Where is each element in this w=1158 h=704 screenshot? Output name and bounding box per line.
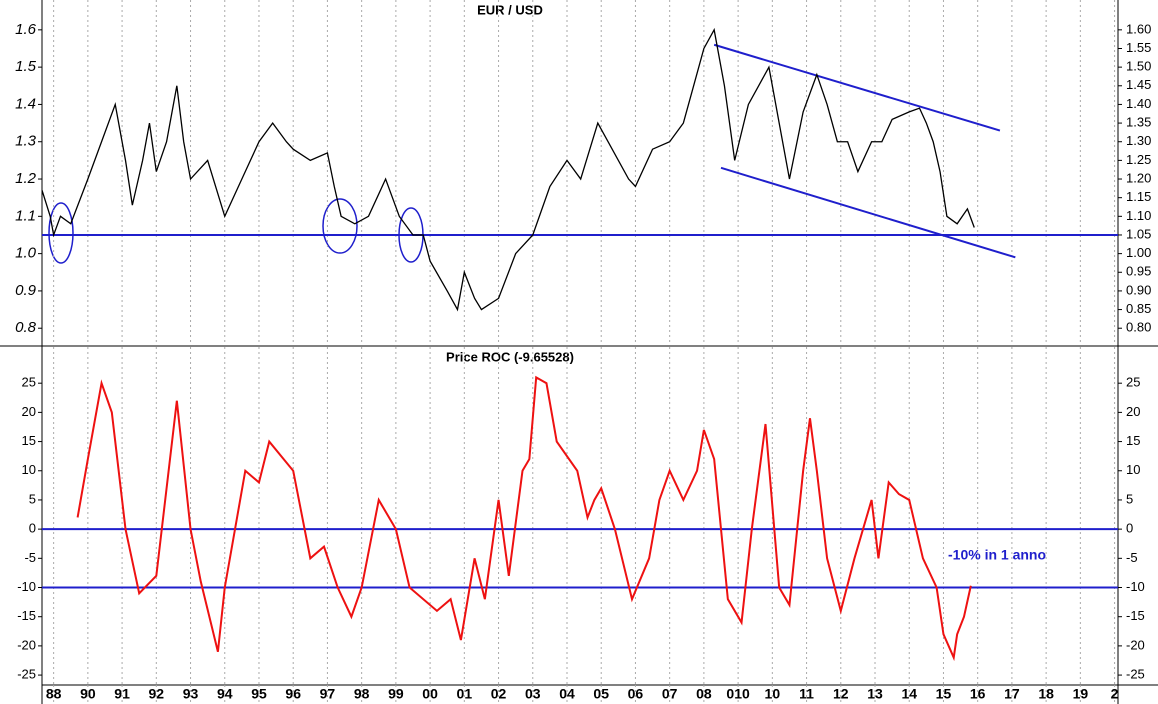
y2-tick-label: 1.00 (1126, 245, 1151, 260)
x-tick-label: 14 (901, 686, 917, 702)
x-tick-label: 90 (80, 686, 96, 702)
highlight-circle (48, 202, 74, 264)
y-tick-label: 0.8 (15, 319, 37, 336)
x-tick-label: 03 (525, 686, 541, 702)
x-tick-label: 93 (183, 686, 199, 702)
x-tick-label: 17 (1004, 686, 1020, 702)
x-tick-label: 06 (628, 686, 644, 702)
x-tick-label: 00 (422, 686, 438, 702)
data-line (76, 375, 972, 662)
x-tick-label: 94 (217, 686, 233, 702)
y-tick-label: 5 (29, 491, 36, 506)
x-tick-label: 02 (491, 686, 507, 702)
x-tick-label: 91 (114, 686, 130, 702)
trend-line (720, 166, 1016, 259)
highlight-circle (322, 198, 358, 254)
x-tick-label: 08 (696, 686, 712, 702)
y2-tick-label: 1.60 (1126, 21, 1151, 36)
x-tick-label: 11 (799, 686, 814, 702)
y-tick-label: 20 (22, 404, 36, 419)
y2-tick-label: -5 (1126, 550, 1138, 565)
x-tick-label: 92 (149, 686, 165, 702)
y-tick-label: 1.0 (15, 245, 37, 262)
x-tick-label: 97 (320, 686, 336, 702)
y2-tick-label: 1.05 (1126, 226, 1151, 241)
trend-line (713, 43, 1001, 132)
y-tick-label: 0 (29, 521, 36, 536)
y2-tick-label: 0.95 (1126, 264, 1151, 279)
y2-tick-label: 10 (1126, 462, 1140, 477)
y2-tick-label: 1.30 (1126, 133, 1151, 148)
x-tick-label: 10 (765, 686, 781, 702)
x-tick-label: 88 (46, 686, 62, 702)
y-tick-label: -20 (17, 637, 36, 652)
y-tick-label: 10 (22, 462, 36, 477)
annotation: -10% in 1 anno (948, 547, 1046, 563)
y2-tick-label: 1.15 (1126, 189, 1151, 204)
y2-tick-label: 0.80 (1126, 320, 1151, 335)
y-tick-label: 1.4 (15, 95, 36, 112)
y-tick-label: 1.5 (15, 58, 37, 75)
y2-tick-label: -20 (1126, 637, 1145, 652)
x-tick-label: 98 (354, 686, 370, 702)
y-tick-label: -5 (24, 550, 36, 565)
y2-tick-label: 1.10 (1126, 208, 1151, 223)
y2-tick-label: 1.20 (1126, 170, 1151, 185)
y2-tick-label: 0 (1126, 521, 1133, 536)
x-tick-label: 05 (593, 686, 609, 702)
x-tick-label: 13 (867, 686, 883, 702)
x-tick-label: 19 (1073, 686, 1089, 702)
y-tick-label: 1.3 (15, 133, 37, 150)
y2-tick-label: 5 (1126, 491, 1133, 506)
y2-tick-label: -10 (1126, 579, 1145, 594)
y2-tick-label: 20 (1126, 404, 1140, 419)
y-tick-label: 1.6 (15, 21, 37, 38)
x-tick-label: 16 (970, 686, 986, 702)
y2-tick-label: 1.45 (1126, 77, 1151, 92)
y2-tick-label: 1.25 (1126, 152, 1151, 167)
x-tick-label: 99 (388, 686, 404, 702)
x-tick-label: 15 (936, 686, 952, 702)
chart-title: EUR / USD (477, 2, 543, 17)
y2-tick-label: 0.90 (1126, 282, 1151, 297)
x-tick-label: 96 (285, 686, 301, 702)
x-tick-label: 12 (833, 686, 849, 702)
y-tick-label: 15 (22, 433, 36, 448)
y-tick-label: 1.1 (15, 207, 36, 224)
y2-tick-label: 15 (1126, 433, 1140, 448)
y2-tick-label: 1.50 (1126, 59, 1151, 74)
y2-tick-label: 1.55 (1126, 40, 1151, 55)
y-tick-label: -15 (17, 608, 36, 623)
x-tick-label: 01 (457, 686, 473, 702)
y-tick-label: 0.9 (15, 282, 37, 299)
y-tick-label: -25 (17, 667, 36, 682)
x-tick-label: 04 (559, 686, 575, 702)
data-line (41, 27, 975, 312)
x-tick-label: 95 (251, 686, 267, 702)
y2-tick-label: -25 (1126, 667, 1145, 682)
y2-tick-label: 25 (1126, 375, 1140, 390)
y2-tick-label: 1.35 (1126, 115, 1151, 130)
x-tick-label: 18 (1038, 686, 1054, 702)
chart-title: Price ROC (-9.65528) (446, 349, 574, 364)
y2-tick-label: -15 (1126, 608, 1145, 623)
y-tick-label: 25 (22, 375, 36, 390)
y-tick-label: -10 (17, 579, 36, 594)
y2-tick-label: 1.40 (1126, 96, 1151, 111)
y-tick-label: 1.2 (15, 170, 37, 187)
x-tick-label: 07 (662, 686, 678, 702)
x-tick-label: 010 (726, 686, 750, 702)
x-tick-label: 2 (1111, 686, 1119, 702)
y2-tick-label: 0.85 (1126, 301, 1151, 316)
